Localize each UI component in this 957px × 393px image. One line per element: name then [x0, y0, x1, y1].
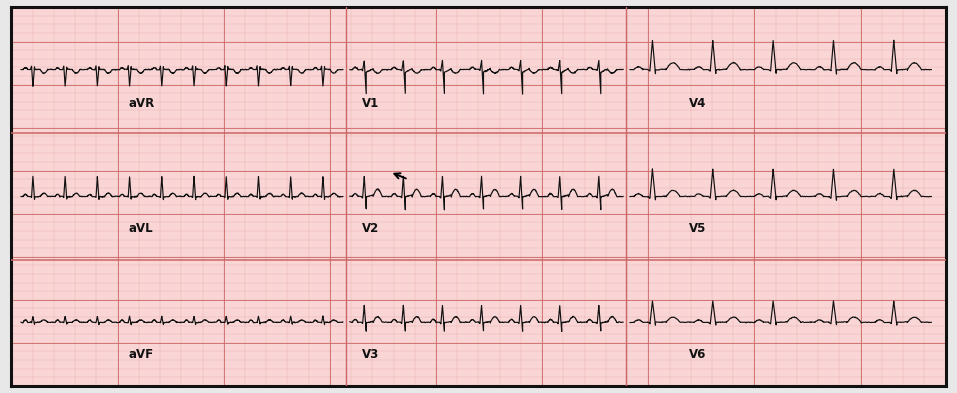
Text: aVR: aVR: [128, 97, 154, 110]
Text: V2: V2: [362, 222, 379, 235]
Text: aVF: aVF: [128, 347, 153, 360]
Text: V1: V1: [362, 97, 379, 110]
Text: V5: V5: [689, 222, 706, 235]
Text: aVL: aVL: [128, 222, 153, 235]
Text: V4: V4: [689, 97, 706, 110]
Text: V3: V3: [362, 347, 379, 360]
Text: V6: V6: [689, 347, 706, 360]
